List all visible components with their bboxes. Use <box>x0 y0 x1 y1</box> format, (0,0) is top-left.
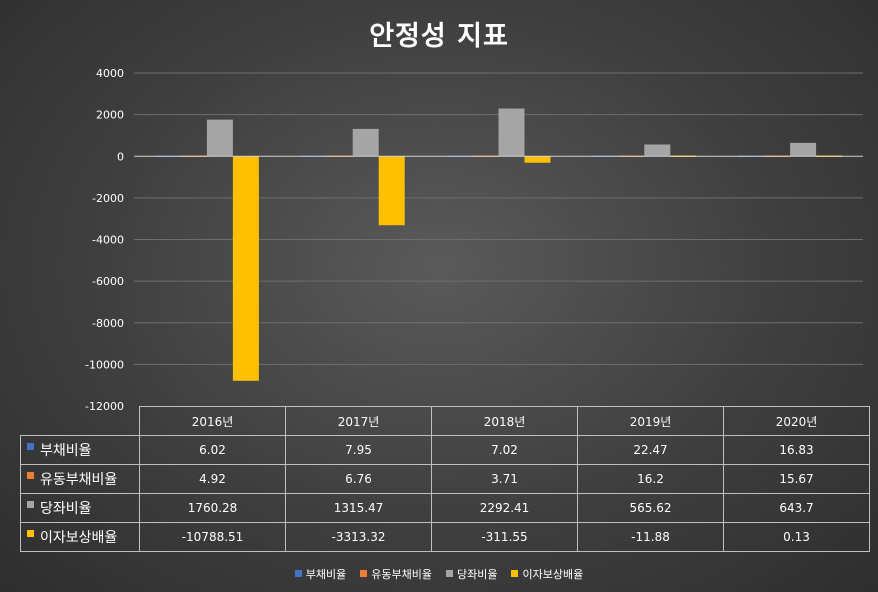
category-label: 2019년 <box>577 406 724 436</box>
data-label: 4.92 <box>139 464 286 494</box>
y-tick-label: -12000 <box>85 400 124 410</box>
legend-label: 이자보상배율 <box>522 568 584 581</box>
series-swatch <box>27 501 34 508</box>
bar <box>352 128 379 157</box>
bar <box>378 156 405 226</box>
series-name: 당좌비율 <box>40 501 92 517</box>
data-label: 565.62 <box>577 493 724 523</box>
y-tick-label: -4000 <box>92 234 124 247</box>
y-tick-label: 0 <box>117 150 124 163</box>
data-label: 3.71 <box>431 464 578 494</box>
data-label: 6.02 <box>139 435 286 465</box>
category-label: 2017년 <box>285 406 432 436</box>
series-name: 이자보상배율 <box>40 530 118 546</box>
series-name: 유동부채비율 <box>40 472 118 488</box>
category-label: 2016년 <box>139 406 286 436</box>
legend: 부채비율 유동부채비율 당좌비율 이자보상배율 <box>0 566 878 582</box>
data-label: 7.02 <box>431 435 578 465</box>
data-label: -11.88 <box>577 522 724 552</box>
legend-item: 유동부채비율 <box>360 566 432 582</box>
data-label: -10788.51 <box>139 522 286 552</box>
bar <box>790 142 817 157</box>
table-row: 유동부채비율 4.92 6.76 3.71 16.2 15.67 <box>20 464 870 494</box>
y-tick-label: 4000 <box>96 67 124 80</box>
series-name: 부채비율 <box>40 443 92 459</box>
legend-item: 부채비율 <box>294 566 347 582</box>
table-row: 당좌비율 1760.28 1315.47 2292.41 565.62 643.7 <box>20 493 870 523</box>
data-label: 0.13 <box>723 522 870 552</box>
legend-swatch <box>446 570 453 577</box>
data-label: 15.67 <box>723 464 870 494</box>
bar <box>644 144 671 157</box>
legend-label: 부채비율 <box>305 568 347 581</box>
legend-swatch <box>360 570 368 577</box>
data-label: 7.95 <box>285 435 432 465</box>
legend-label: 유동부채비율 <box>371 568 432 581</box>
bar <box>206 119 233 157</box>
series-swatch <box>27 443 34 450</box>
y-tick-label: -8000 <box>92 317 124 330</box>
data-label: 16.2 <box>577 464 724 494</box>
legend-label: 당좌비율 <box>457 568 498 581</box>
y-tick-label: -6000 <box>92 275 124 288</box>
bar <box>524 156 551 163</box>
legend-item: 이자보상배율 <box>511 566 583 582</box>
series-row-header: 당좌비율 <box>20 493 140 523</box>
y-tick-label: 2000 <box>96 109 124 122</box>
data-label: 22.47 <box>577 435 724 465</box>
bar <box>498 108 525 157</box>
series-row-header: 유동부채비율 <box>20 464 140 494</box>
y-tick-label: -2000 <box>92 192 124 205</box>
data-label: 1760.28 <box>139 493 286 523</box>
category-label: 2020년 <box>723 406 870 436</box>
data-label: 643.7 <box>723 493 870 523</box>
table-row: 이자보상배율 -10788.51 -3313.32 -311.55 -11.88 0.13 <box>20 522 870 552</box>
legend-swatch <box>294 570 302 577</box>
series-swatch <box>27 530 34 537</box>
series-swatch <box>27 472 34 479</box>
table-header-row: 2016년 2017년 2018년 2019년 2020년 <box>20 406 870 436</box>
data-label: -311.55 <box>431 522 578 552</box>
category-label: 2018년 <box>431 406 578 436</box>
legend-item: 당좌비율 <box>446 566 497 582</box>
plot-area: 4000 2000 0 -2000 -4000 -6000 -8000 -10000 -1200… <box>85 67 863 410</box>
y-tick-label: -10000 <box>85 358 124 371</box>
data-label: 1315.47 <box>285 493 432 523</box>
data-label: 2292.41 <box>431 493 578 523</box>
series-row-header: 이자보상배율 <box>20 522 140 552</box>
table-corner <box>20 406 140 436</box>
series-row-header: 부채비율 <box>20 435 140 465</box>
table-row: 부채비율 6.02 7.95 7.02 22.47 16.83 <box>20 435 870 465</box>
bar <box>232 156 259 381</box>
legend-swatch <box>511 570 519 577</box>
chart-title: 안정성 지표 <box>369 21 509 52</box>
data-label: -3313.32 <box>285 522 432 552</box>
data-label: 6.76 <box>285 464 432 494</box>
data-label: 16.83 <box>723 435 870 465</box>
